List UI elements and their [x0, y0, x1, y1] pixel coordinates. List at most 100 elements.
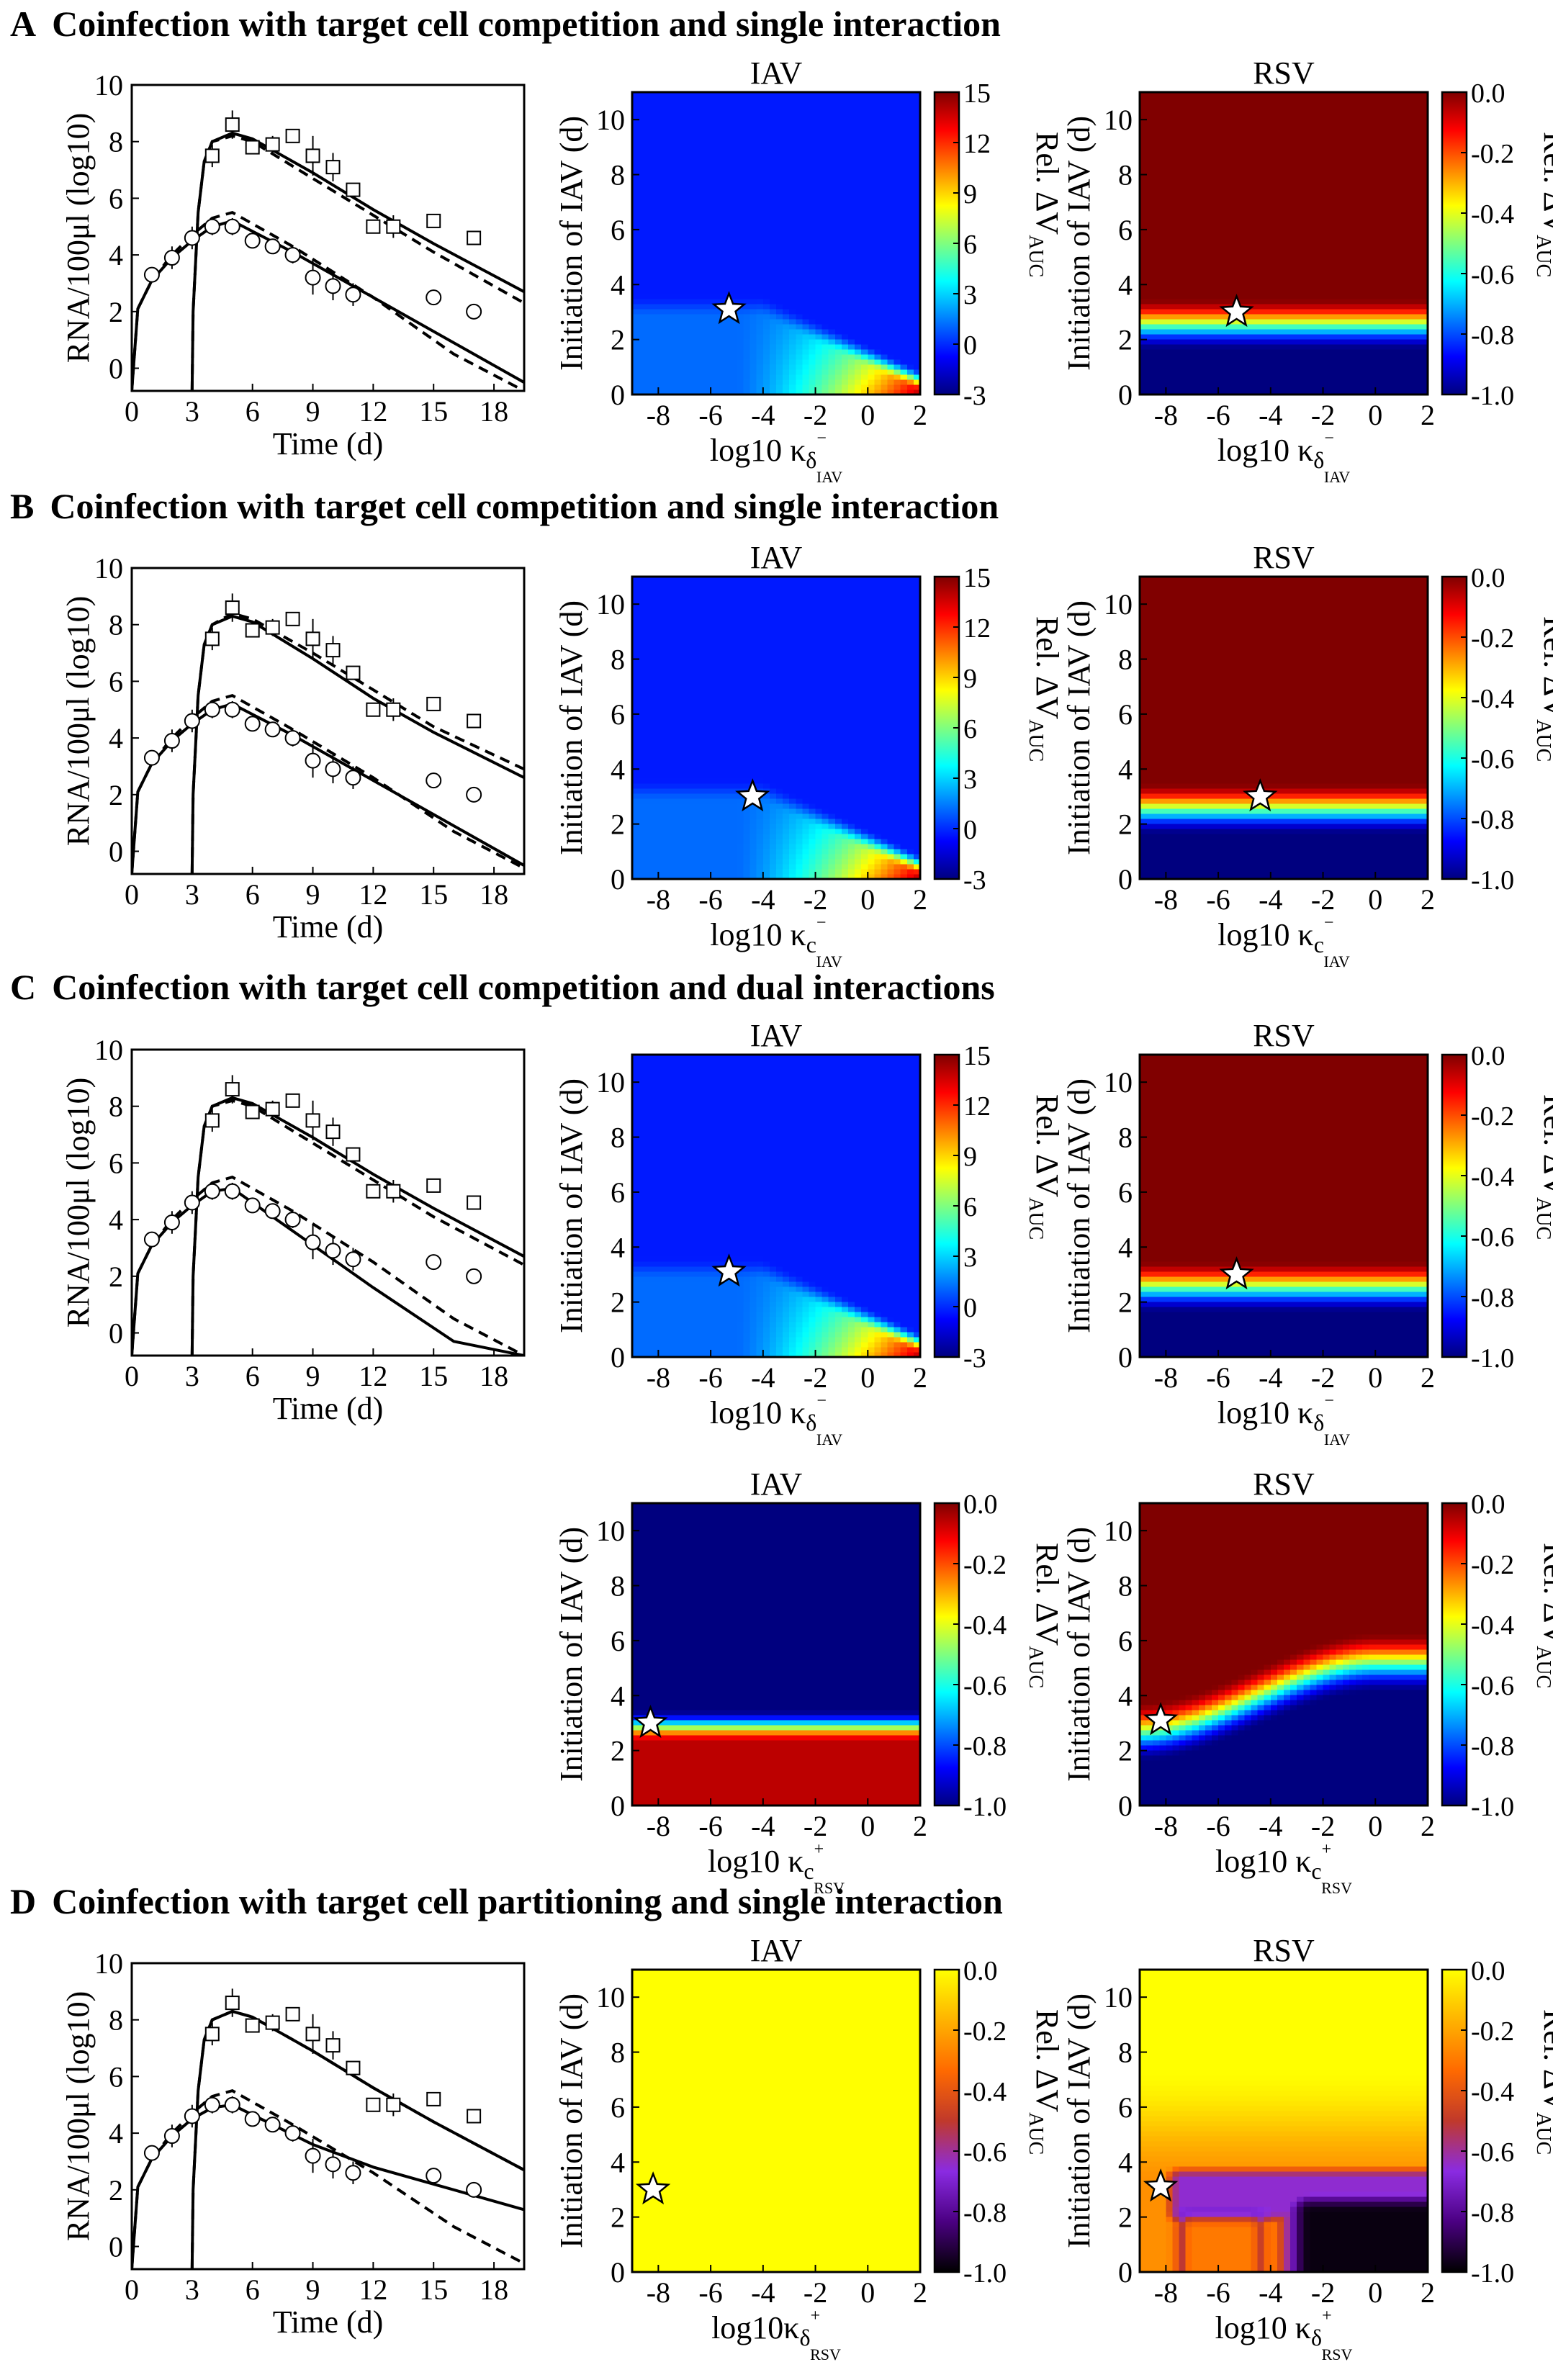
heatmap-cell [1290, 309, 1297, 315]
heatmap-cell [1146, 138, 1153, 143]
heatmap-cell [893, 243, 901, 249]
heatmap-cell [665, 384, 672, 390]
heatmap-cell [1277, 253, 1284, 259]
heatmap-cell [848, 228, 855, 234]
heatmap-cell [697, 228, 705, 234]
heatmap-cell [900, 253, 908, 259]
heatmap-cell [828, 208, 836, 214]
heatmap-cell [1192, 309, 1199, 315]
heatmap-cell [1179, 274, 1187, 279]
heatmap-cell [913, 384, 921, 390]
heatmap-cell [697, 102, 705, 108]
heatmap-cell [678, 304, 685, 310]
heatmap-cell [913, 233, 921, 239]
heatmap-cell [796, 132, 803, 138]
heatmap-cell [690, 117, 698, 123]
heatmap-cell [1310, 238, 1318, 244]
heatmap-cell [665, 122, 672, 128]
heatmap-cell [1153, 198, 1160, 204]
heatmap-cell [848, 258, 855, 264]
data-point-circle [163, 250, 180, 266]
heatmap-cell [802, 344, 810, 350]
heatmap-cell [913, 349, 921, 355]
heatmap-cell [881, 233, 888, 239]
heatmap-cell [769, 243, 777, 249]
heatmap-cell [1270, 238, 1278, 244]
heatmap-cell [802, 324, 810, 330]
heatmap-cell [821, 117, 829, 123]
heatmap-cell [1205, 329, 1212, 335]
heatmap-cell [861, 374, 868, 380]
heatmap-cell [834, 213, 842, 219]
heatmap-cell [1349, 193, 1356, 199]
heatmap-cell [796, 188, 803, 194]
heatmap-cell [906, 359, 914, 365]
heatmap-cell [1238, 198, 1246, 204]
heatmap-cell [1205, 173, 1212, 179]
heatmap-cell [750, 279, 757, 284]
heatmap-cell [1140, 299, 1147, 305]
heatmap-cell [1192, 284, 1199, 289]
heatmap-cell [1329, 344, 1337, 350]
heatmap-cell [632, 374, 639, 380]
heatmap-cell [906, 92, 914, 98]
heatmap-cell [711, 213, 718, 219]
heatmap-cell [665, 354, 672, 360]
heatmap-cell [1146, 178, 1153, 184]
heatmap-cell [1408, 354, 1415, 360]
heatmap-cell [737, 143, 744, 148]
heatmap-cell [639, 304, 646, 310]
heatmap-cell [855, 359, 862, 365]
heatmap-cell [802, 349, 810, 355]
heatmap-cell [1270, 153, 1278, 158]
heatmap-cell [762, 329, 770, 335]
heatmap-cell [1264, 198, 1271, 204]
heatmap-cell [743, 143, 751, 148]
heatmap-cell [665, 102, 672, 108]
heatmap-cell [1251, 284, 1259, 289]
heatmap-cell [724, 269, 731, 274]
heatmap-cell [1231, 334, 1238, 340]
heatmap-cell [756, 178, 764, 184]
heatmap-cell [900, 243, 908, 249]
heatmap-cell [1336, 243, 1343, 249]
heatmap-cell [802, 253, 810, 259]
heatmap-cell [1414, 228, 1422, 234]
heatmap-cell [1303, 213, 1310, 219]
heatmap-cell [690, 168, 698, 173]
heatmap-cell [639, 299, 646, 305]
heatmap-cell [1153, 138, 1160, 143]
heatmap-cell [1284, 369, 1291, 375]
heatmap-cell [743, 243, 751, 249]
heatmap-cell [769, 107, 777, 113]
heatmap-cell [762, 354, 770, 360]
heatmap-cell [1244, 148, 1252, 153]
heatmap-cell [828, 263, 836, 269]
heatmap-cell [1342, 379, 1350, 385]
heatmap-cell [887, 289, 895, 294]
heatmap-cell [848, 178, 855, 184]
heatmap-cell [1225, 173, 1232, 179]
heatmap-cell [652, 112, 659, 118]
heatmap-cell [1225, 359, 1232, 365]
heatmap-cell [874, 279, 882, 284]
heatmap-cell [1198, 158, 1206, 163]
heatmap-cell [855, 148, 862, 153]
heatmap-cell [802, 112, 810, 118]
heatmap-cell [1316, 334, 1324, 340]
heatmap-cell [652, 324, 659, 330]
heatmap-cell [821, 122, 829, 128]
heatmap-cell [697, 148, 705, 153]
heatmap-cell [1218, 319, 1225, 325]
heatmap-cell [821, 364, 829, 370]
heatmap-cell [1172, 198, 1180, 204]
heatmap-cell [671, 183, 679, 189]
heatmap-cell [1192, 359, 1199, 365]
heatmap-cell [855, 369, 862, 375]
heatmap-cell [906, 253, 914, 259]
heatmap-cell [704, 158, 711, 163]
heatmap-cell [1414, 143, 1422, 148]
heatmap-cell [821, 289, 829, 294]
heatmap-cell [1349, 389, 1356, 395]
heatmap-cell [1369, 304, 1376, 310]
